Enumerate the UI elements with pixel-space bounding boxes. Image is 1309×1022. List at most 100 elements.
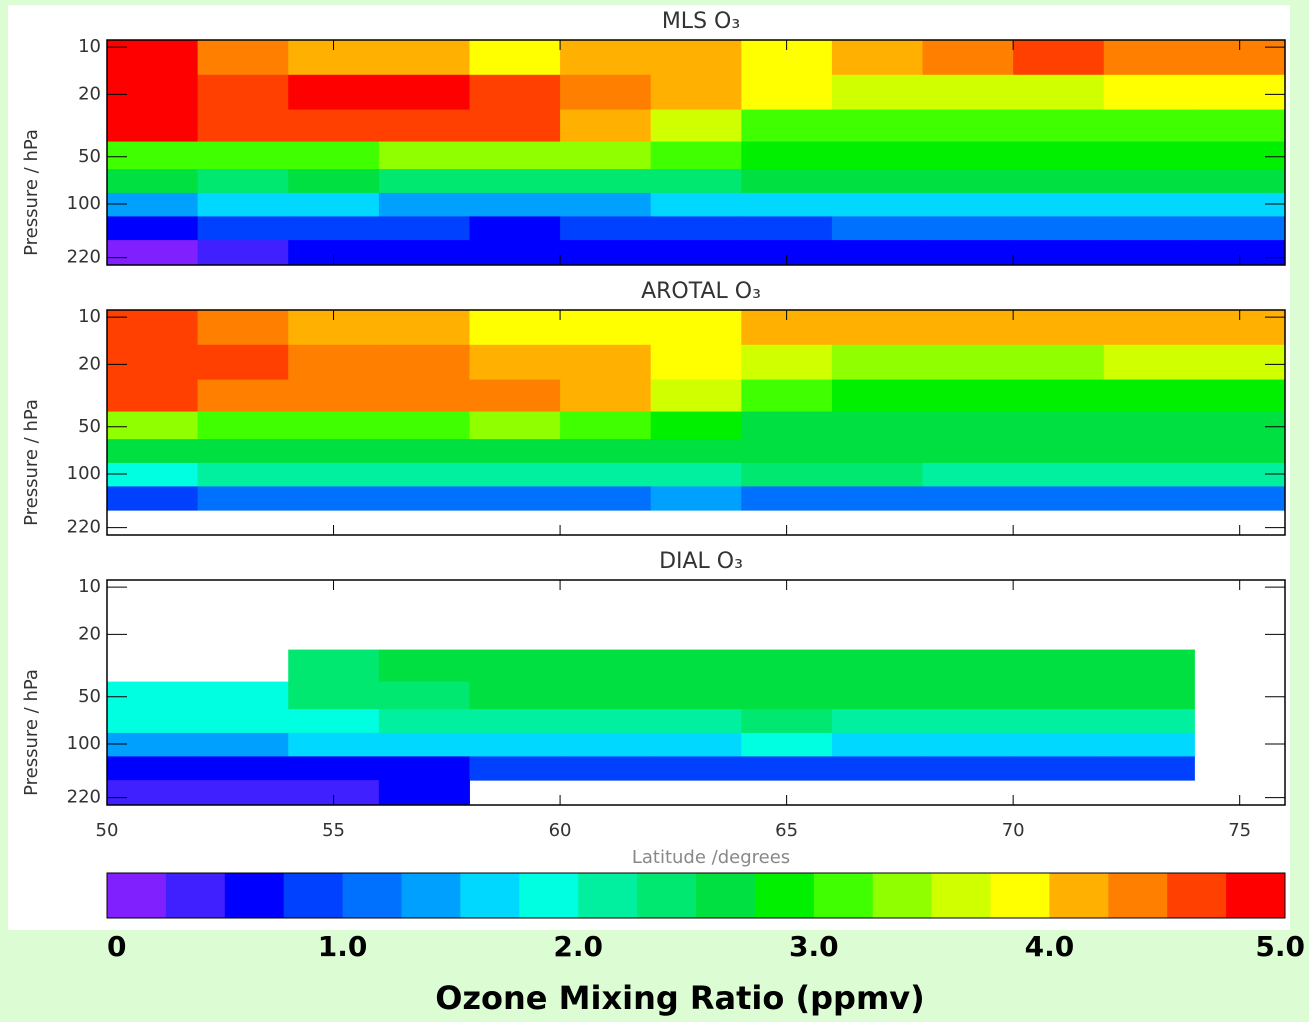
heat-cell (378, 344, 470, 381)
plot-frame (106, 39, 1286, 266)
heat-cell (1103, 109, 1195, 143)
heat-cell (922, 74, 1014, 111)
heat-cell (288, 379, 380, 413)
heat-cell (197, 310, 289, 346)
heat-cell (197, 709, 289, 734)
heat-cell (922, 411, 1014, 440)
heat-cell (1013, 681, 1105, 710)
heat-cell (469, 411, 561, 440)
heat-cell (560, 681, 652, 710)
heat-cell (560, 486, 652, 511)
heat-cell (560, 109, 652, 143)
panel-title: MLS O₃ (662, 9, 740, 34)
heat-cell (197, 462, 289, 487)
heat-cell (1194, 192, 1286, 217)
heat-cell (560, 216, 652, 241)
heat-cell (560, 74, 652, 111)
heat-cell (288, 216, 380, 241)
heat-cell (650, 240, 742, 266)
y-tick-label: 100 (67, 193, 101, 214)
heat-cell (378, 780, 470, 806)
heat-cell (288, 74, 380, 111)
heat-cell (288, 439, 380, 464)
x-tick-label: 65 (775, 820, 798, 841)
heat-cell (741, 462, 833, 487)
heat-cell (1103, 439, 1195, 464)
heat-cell (1013, 216, 1105, 241)
colorbar-swatch (283, 873, 344, 918)
heat-cell (107, 240, 199, 266)
heat-cell (560, 649, 652, 683)
heat-cell (741, 439, 833, 464)
colorbar-tick-label: 5.0 (1255, 930, 1305, 963)
heat-cell (831, 74, 924, 111)
heat-cell (469, 169, 561, 194)
heat-cell (1194, 109, 1286, 143)
colorbar-swatch (165, 873, 226, 918)
y-tick-label: 10 (78, 306, 101, 327)
heat-cell (1194, 411, 1286, 440)
colorbar-swatch (696, 873, 756, 918)
heat-cell (922, 109, 1014, 143)
heat-cell (288, 462, 380, 487)
heat-cell (1013, 462, 1105, 487)
heat-cell (197, 344, 289, 381)
heat-cell (1103, 732, 1195, 757)
heat-cell (288, 169, 380, 194)
heat-cell (831, 732, 924, 757)
colorbar-swatch (107, 873, 167, 918)
heat-cell (197, 40, 289, 76)
heat-cell (1194, 74, 1286, 111)
heat-cell (650, 439, 742, 464)
heat-cell (741, 649, 833, 683)
heat-cell (741, 109, 833, 143)
heat-cell (107, 709, 199, 734)
heat-cell (1103, 379, 1195, 413)
heat-cell (107, 192, 199, 217)
y-tick-label: 100 (67, 733, 101, 754)
heat-cell (1103, 169, 1195, 194)
heat-cell (650, 40, 742, 76)
heat-cell (378, 732, 470, 757)
y-tick-label: 100 (67, 463, 101, 484)
heat-cell (1013, 649, 1105, 683)
heat-cell (469, 141, 561, 170)
heat-cell (378, 462, 470, 487)
heat-cell (469, 709, 561, 734)
heat-cell (378, 109, 470, 143)
heat-cell (922, 439, 1014, 464)
heat-cell (1013, 756, 1105, 781)
heat-cell (378, 411, 470, 440)
heat-cell (107, 439, 199, 464)
heat-cell (560, 379, 652, 413)
heat-cell (560, 732, 652, 757)
heat-cell (922, 344, 1014, 381)
heat-cell (1013, 379, 1105, 413)
heat-cell (831, 439, 924, 464)
x-tick-label: 50 (96, 820, 119, 841)
heat-cell (831, 240, 924, 266)
heat-cell (469, 216, 561, 241)
colorbar-swatch (637, 873, 697, 918)
heat-cell (741, 709, 833, 734)
heat-cell (831, 709, 924, 734)
heat-cell (831, 141, 924, 170)
heat-cell (922, 216, 1014, 241)
heat-cell (378, 649, 470, 683)
heat-cell (922, 681, 1014, 710)
heat-cell (469, 681, 561, 710)
heat-cell (1013, 344, 1105, 381)
colorbar-swatch (519, 873, 579, 918)
heat-cell (1103, 74, 1195, 111)
heat-cell (650, 462, 742, 487)
heat-cell (922, 310, 1014, 346)
heat-cell (1013, 411, 1105, 440)
heat-cell (831, 40, 924, 76)
heat-cell (288, 141, 380, 170)
heat-cell (741, 411, 833, 440)
heat-cell (922, 709, 1014, 734)
heat-cell (1013, 141, 1105, 170)
heat-cell (288, 732, 380, 757)
heat-cell (831, 756, 924, 781)
heat-cell (1103, 240, 1195, 266)
